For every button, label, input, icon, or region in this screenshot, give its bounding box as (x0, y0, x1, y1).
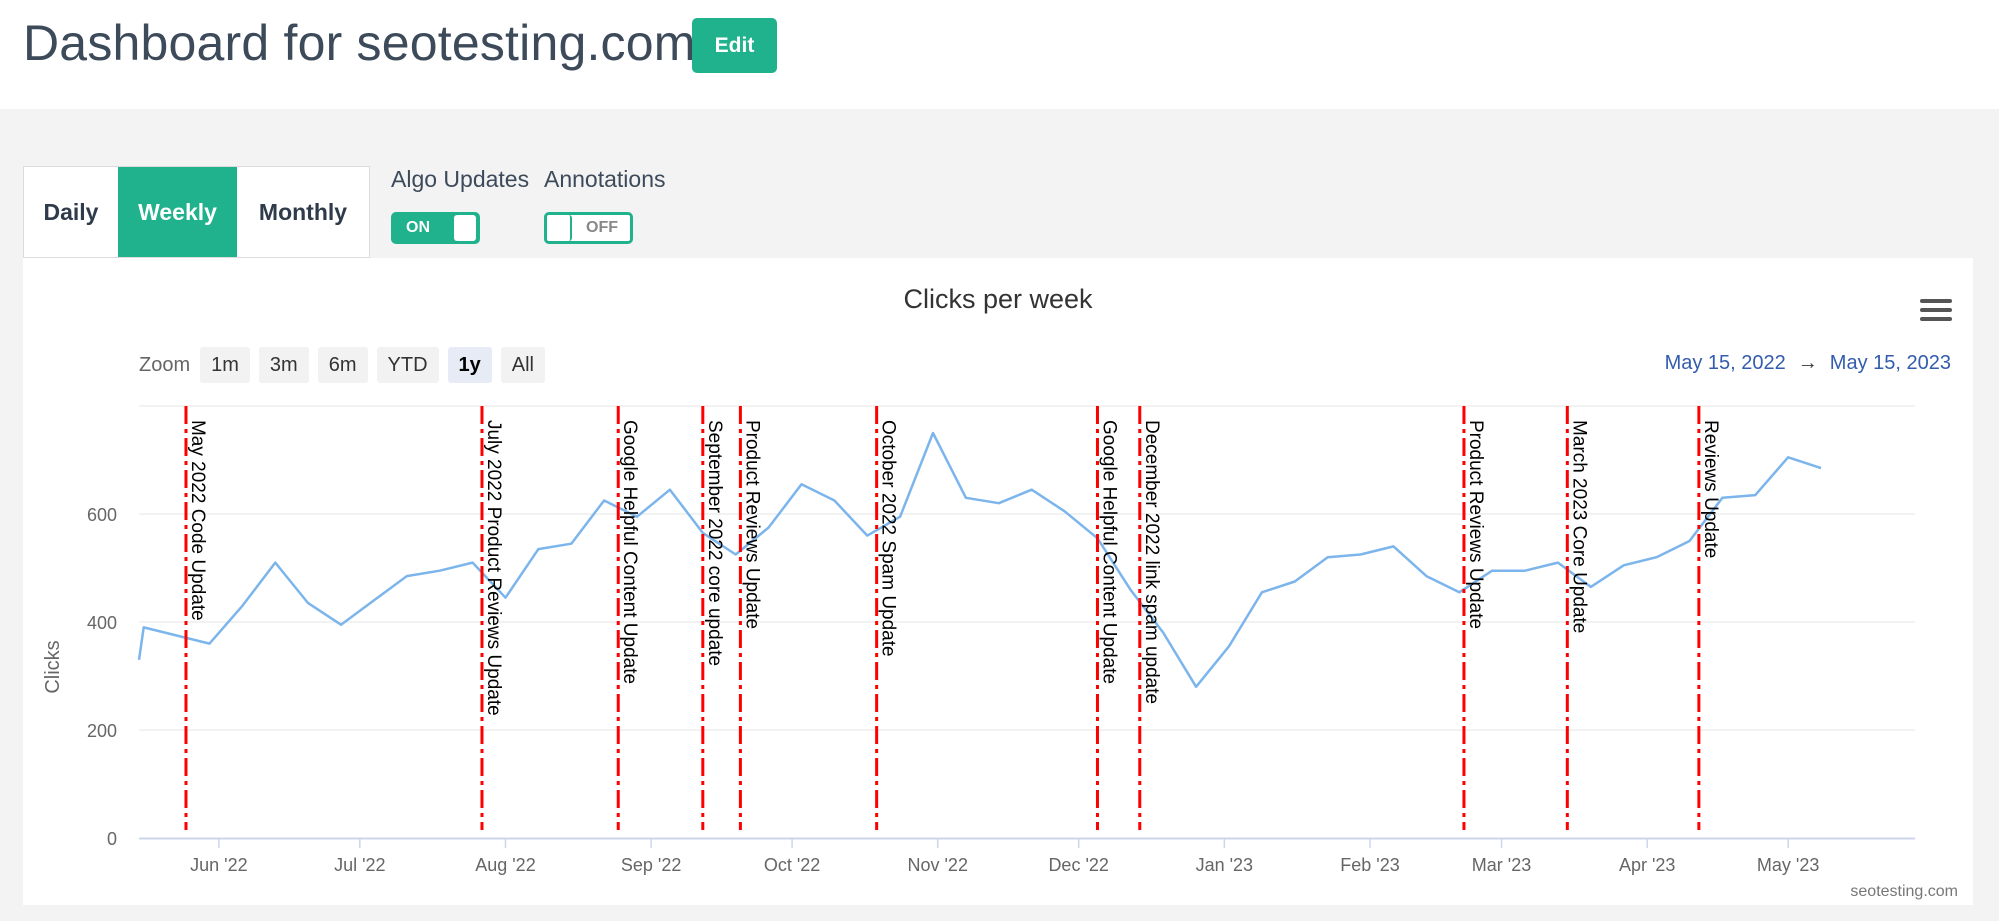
algo-update-label: Google Helpful Content Update (1098, 420, 1119, 684)
algo-update-label: March 2023 Core Update (1568, 420, 1589, 633)
zoom-1m-button[interactable]: 1m (200, 347, 250, 383)
chart-credit[interactable]: seotesting.com (1850, 883, 1958, 900)
range-to-date[interactable]: May 15, 2023 (1829, 352, 1951, 374)
x-tick-label: Jul '22 (334, 855, 385, 875)
toggle-knob (454, 215, 476, 241)
y-tick-label: 200 (87, 721, 117, 741)
zoom-all-button[interactable]: All (500, 347, 545, 383)
page-title: Dashboard for seotesting.com (23, 15, 696, 71)
date-range-display: May 15, 2022 → May 15, 2023 (1665, 352, 1951, 375)
annotations-state: OFF (586, 219, 618, 236)
zoom-label: Zoom (139, 353, 191, 376)
algo-update-label: Product Reviews Update (1465, 420, 1486, 629)
algo-update-label: December 2022 link spam update (1141, 420, 1162, 704)
tab-monthly[interactable]: Monthly (258, 198, 348, 225)
zoom-1y-button[interactable]: 1y (447, 347, 492, 383)
x-tick-label: Aug '22 (475, 855, 536, 875)
top-bar: Dashboard for seotesting.com Edit (0, 0, 1999, 109)
x-tick-label: Mar '23 (1472, 855, 1531, 875)
range-from-date[interactable]: May 15, 2022 (1664, 352, 1786, 374)
x-tick-label: Jun '22 (190, 855, 247, 875)
algo-updates-group: Algo Updates ON (391, 166, 530, 244)
zoom-3m-button[interactable]: 3m (258, 347, 309, 383)
algo-update-label: October 2022 Spam Update (878, 420, 899, 657)
edit-button[interactable]: Edit (692, 18, 777, 73)
algo-updates-state: ON (406, 219, 430, 236)
y-axis-title: Clicks (42, 640, 64, 693)
algo-updates-toggle[interactable]: ON (391, 212, 480, 244)
zoom-ytd-button[interactable]: YTD (376, 347, 439, 383)
toggle-knob (548, 215, 572, 241)
y-tick-label: 0 (107, 829, 117, 849)
zoom-6m-button[interactable]: 6m (317, 347, 368, 383)
algo-update-label: Google Helpful Content Update (619, 420, 640, 684)
chart-svg: 0 200 400 600 Clicks Jun '22 Jul '22 Aug '22 Sep… (42, 405, 1915, 875)
chart-title: Clicks per week (903, 284, 1093, 314)
y-tick-label: 600 (87, 505, 117, 525)
clicks-series-line (137, 431, 1822, 689)
algo-update-label: September 2022 core update (704, 420, 725, 666)
x-tick-label: Jan '23 (1196, 855, 1253, 875)
algo-updates-label: Algo Updates (391, 166, 530, 192)
annotations-group: Annotations OFF (544, 166, 666, 244)
annotations-toggle[interactable]: OFF (544, 212, 633, 244)
algo-update-label: July 2022 Product Reviews Update (483, 420, 504, 716)
tab-daily[interactable]: Daily (43, 198, 99, 225)
hamburger-menu-icon[interactable] (1920, 299, 1952, 323)
x-tick-label: May '23 (1757, 855, 1819, 875)
x-tick-label: Dec '22 (1048, 855, 1108, 875)
y-tick-label: 400 (87, 613, 117, 633)
x-tick-label: Feb '23 (1340, 855, 1399, 875)
x-tick-label: Apr '23 (1619, 855, 1675, 875)
range-arrow-icon: → (1797, 352, 1818, 374)
chart-card: 0 200 400 600 Clicks Jun '22 Jul '22 Aug '22 Sep… (23, 258, 1973, 905)
tab-weekly[interactable]: Weekly (118, 167, 237, 257)
period-tabs: Daily Weekly Monthly (23, 166, 370, 258)
x-tick-label: Oct '22 (764, 855, 820, 875)
annotations-label: Annotations (544, 166, 666, 192)
algo-update-label: May 2022 Code Update (187, 420, 208, 621)
zoom-controls: Zoom 1m 3m 6m YTD 1y All (139, 347, 554, 383)
x-tick-label: Nov '22 (907, 855, 967, 875)
x-tick-label: Sep '22 (621, 855, 682, 875)
algo-update-label: Reviews Update (1700, 420, 1721, 558)
algo-update-label: Product Reviews Update (741, 420, 762, 629)
